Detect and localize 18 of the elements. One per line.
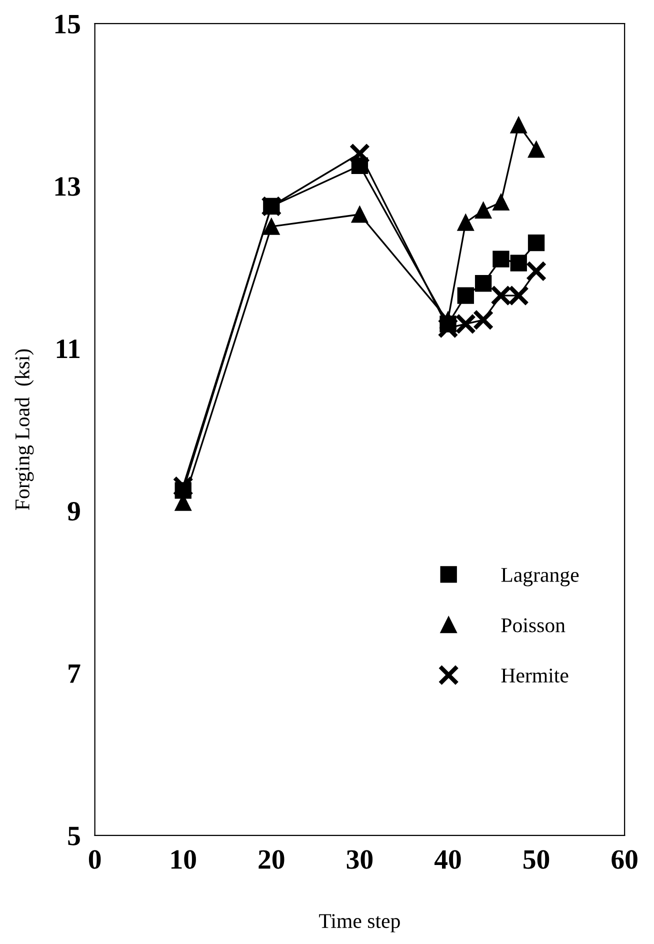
x-tick-label: 60 — [612, 850, 638, 869]
y-tick-label: 7 — [68, 664, 80, 683]
x-tick-label: 20 — [258, 850, 284, 869]
legend-label: Lagrange — [501, 568, 579, 586]
y-tick-label: 15 — [55, 14, 80, 34]
legend-label: Hermite — [501, 668, 568, 683]
x-tick-label: 40 — [434, 850, 461, 869]
x-tick-label: 30 — [346, 850, 373, 869]
legend-label: Poisson — [501, 618, 566, 632]
x-axis-title: Time step — [319, 914, 400, 932]
y-axis-title: Forging Load (ksi) — [14, 349, 34, 510]
y-tick-label: 13 — [55, 177, 80, 196]
y-tick-label: 11 — [56, 340, 80, 358]
x-tick-label: 0 — [88, 850, 101, 869]
y-tick-label: 5 — [68, 826, 80, 846]
y-tick-label: 9 — [68, 502, 80, 521]
x-tick-label: 10 — [171, 850, 196, 869]
x-tick-label: 50 — [524, 850, 550, 869]
